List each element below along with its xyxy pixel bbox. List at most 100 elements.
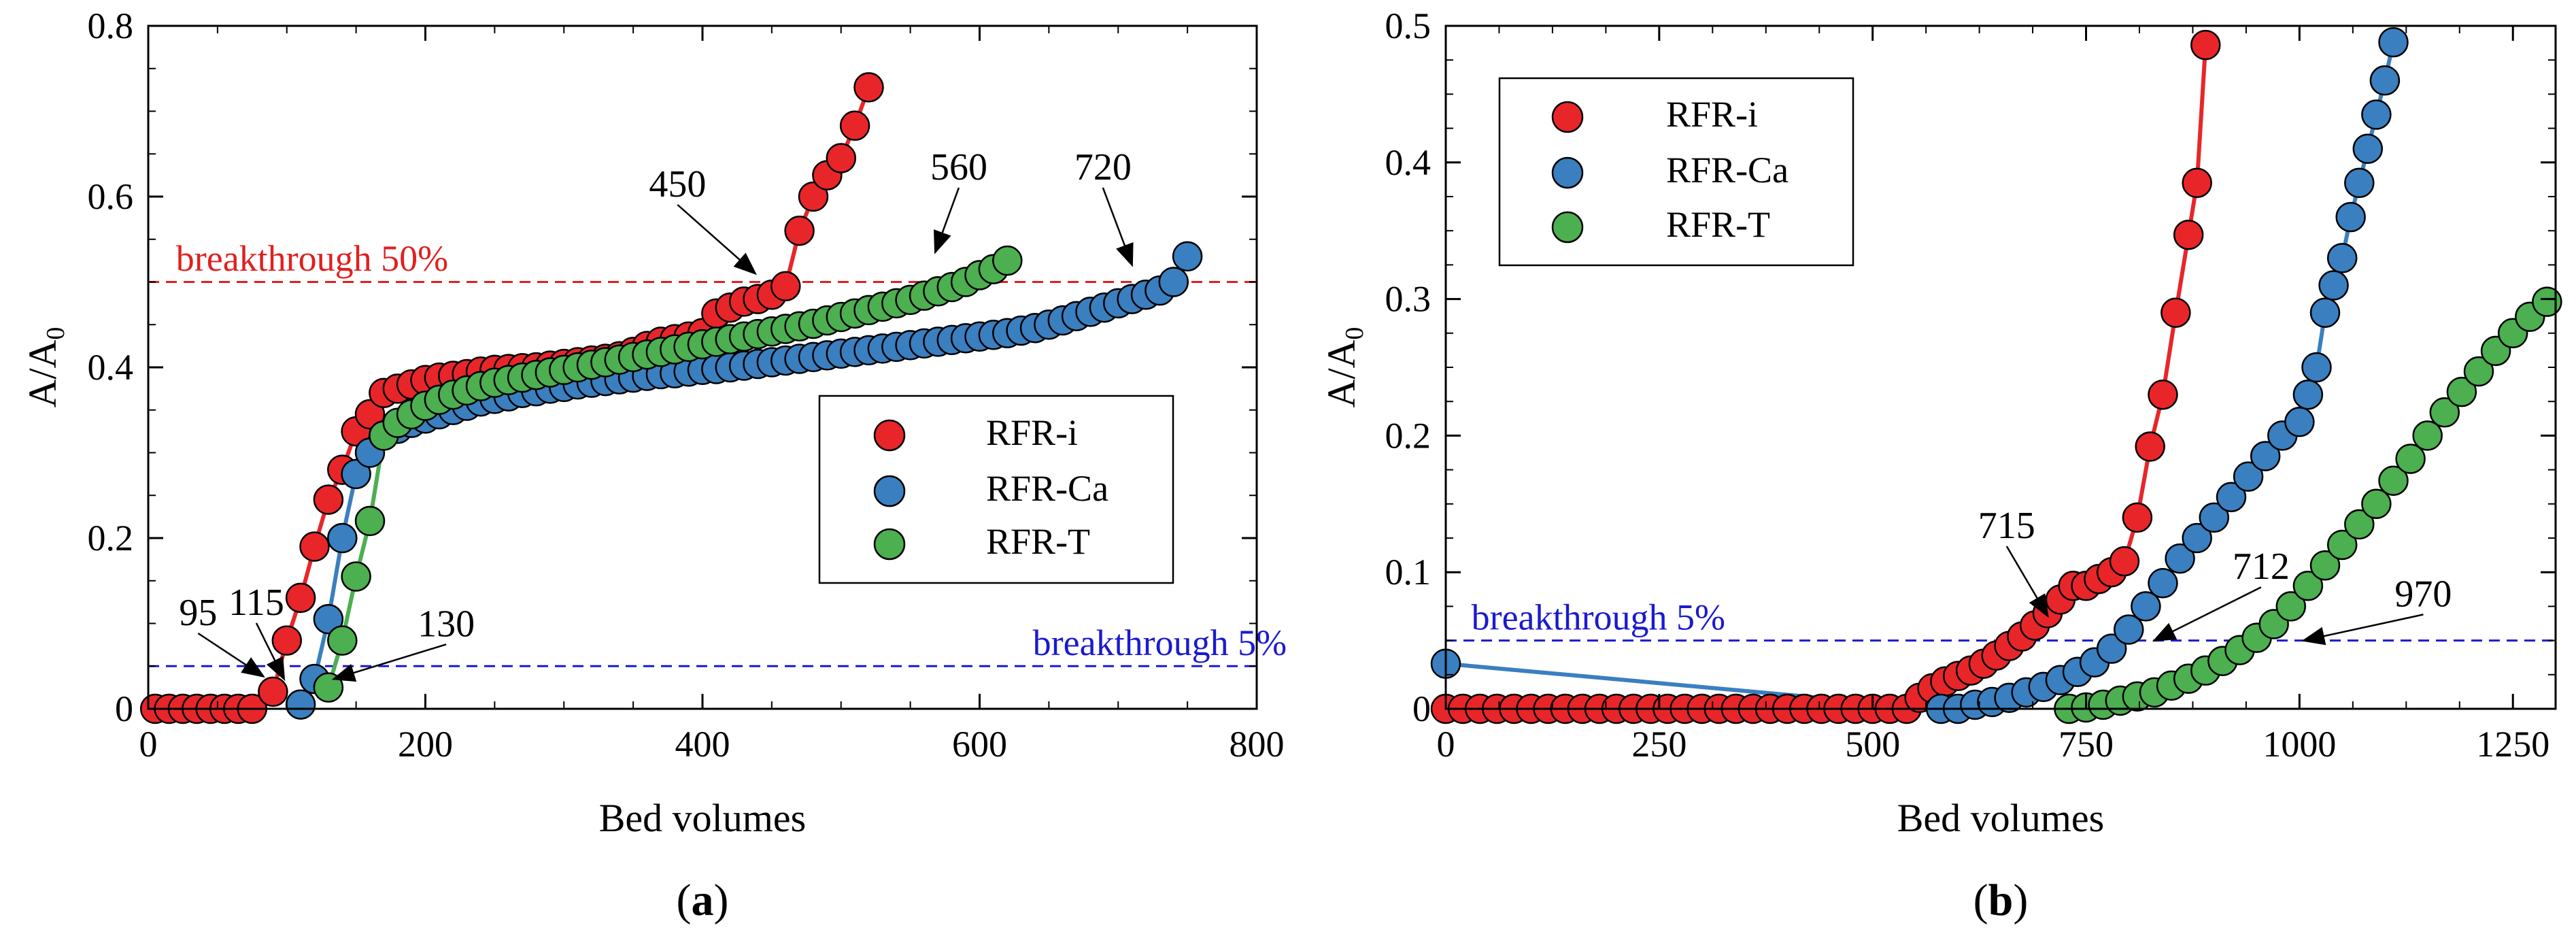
y-tick-label-b-2: 0.2: [1385, 415, 1431, 456]
annotation-label-b-1: 712: [2233, 546, 2290, 588]
annotation-label-b-0: 715: [1978, 505, 2035, 547]
data-point-rfr-i-a-49: [826, 143, 857, 173]
data-point-rfr-ca-b-13: [2131, 591, 2161, 622]
data-point-rfr-ca-b-20: [2250, 441, 2281, 471]
data-point-rfr-i-b-47: [2148, 379, 2178, 410]
annotation-arrow-b-0: [2005, 546, 2049, 618]
y-axis-label-sub-a: 0: [41, 327, 70, 340]
x-tick-label-b-3: 750: [2058, 724, 2114, 765]
data-point-rfr-t-b-19: [2378, 465, 2409, 496]
x-tick-label-b-5: 1250: [2476, 724, 2549, 765]
annotation-arrow-a-3: [677, 204, 757, 275]
x-axis-label-b: Bed volumes: [1897, 796, 2104, 840]
y-tick-label-b-1: 0.1: [1385, 552, 1431, 592]
data-point-rfr-ca-b-31: [2361, 99, 2392, 130]
y-tick-label-b-0: 0: [1412, 688, 1431, 729]
y-tick-label-b-3: 0.3: [1385, 279, 1431, 320]
y-tick-label-a-0: 0: [115, 688, 133, 729]
x-tick-label-b-2: 500: [1845, 724, 1900, 765]
data-point-rfr-ca-a-0: [285, 689, 316, 720]
data-point-rfr-i-a-12: [313, 484, 344, 515]
annotation-label-a-4: 560: [930, 146, 987, 188]
annotation-label-a-2: 130: [418, 603, 475, 645]
data-point-rfr-i-a-50: [839, 110, 870, 141]
legend-a: RFR-i RFR-Ca RFR-T: [818, 395, 1174, 584]
data-point-rfr-ca-a-63: [1158, 267, 1189, 297]
reference-label-a-1: breakthrough 5%: [1033, 622, 1287, 663]
data-point-rfr-t-b-23: [2446, 376, 2477, 407]
legend-entry-rfr-ca-a: RFR-Ca: [873, 468, 1108, 509]
data-point-rfr-i-b-44: [2109, 546, 2140, 577]
data-point-rfr-i-a-15: [354, 399, 386, 430]
data-point-rfr-ca-b-18: [2216, 482, 2247, 513]
data-point-rfr-i-a-51: [853, 72, 884, 103]
data-point-rfr-t-b-24: [2463, 356, 2494, 387]
data-point-rfr-ca-b-11: [2096, 633, 2127, 664]
data-point-rfr-t-b-17: [2344, 509, 2375, 540]
annotation-arrow-a-0: [197, 632, 265, 678]
data-point-rfr-ca-b-27: [2326, 243, 2358, 273]
data-point-rfr-ca-b-24: [2301, 352, 2332, 383]
data-point-rfr-ca-b-25: [2309, 297, 2341, 328]
legend-entry-rfr-ca-b: RFR-Ca: [1551, 150, 1789, 190]
data-point-rfr-t-b-18: [2361, 488, 2392, 520]
y-tick-label-a-4: 0.8: [88, 5, 134, 46]
annotation-label-a-3: 450: [649, 163, 706, 205]
y-axis-label-sub-b: 0: [1340, 327, 1369, 340]
panel-letter-b: b: [1988, 875, 2014, 925]
data-point-rfr-t-b-21: [2412, 420, 2443, 451]
x-tick-label-a-3: 600: [952, 724, 1007, 765]
legend-marker-rfr-ca-b: [1551, 156, 1584, 189]
annotation-label-a-1: 115: [228, 582, 284, 624]
y-axis-label-b: A/A0: [1319, 327, 1369, 408]
legend-marker-rfr-t-b: [1551, 211, 1584, 244]
y-tick-label-a-2: 0.4: [88, 347, 134, 388]
annotation-label-b-2: 970: [2394, 573, 2452, 615]
legend-entry-rfr-t-b: RFR-T: [1551, 204, 1770, 245]
legend-label-rfr-t-a: RFR-T: [986, 521, 1090, 562]
data-point-rfr-ca-a-3: [327, 522, 358, 554]
data-point-rfr-i-b-48: [2160, 297, 2191, 328]
x-axis-label-a: Bed volumes: [599, 796, 806, 840]
legend-label-rfr-t-b: RFR-T: [1666, 204, 1770, 245]
x-tick-label-a-1: 200: [398, 724, 453, 765]
data-point-rfr-ca-a-2: [313, 603, 344, 635]
data-point-rfr-t-a-49: [992, 245, 1023, 276]
annotation-arrow-a-5: [1102, 187, 1134, 267]
y-tick-label-b-4: 0.4: [1385, 142, 1431, 183]
data-point-rfr-ca-a-64: [1172, 241, 1203, 272]
y-axis-label-a: A/A0: [20, 327, 70, 408]
data-point-rfr-ca-b-26: [2318, 270, 2349, 301]
data-point-rfr-ca-a-4: [341, 458, 371, 490]
data-point-rfr-ca-b-15: [2165, 543, 2195, 574]
panel-letter-a: a: [692, 875, 714, 925]
data-point-rfr-i-a-10: [285, 582, 316, 614]
legend-entry-rfr-i-b: RFR-i: [1551, 94, 1758, 135]
legend-marker-rfr-i-b: [1551, 101, 1584, 133]
reference-label-b-0: breakthrough 5%: [1472, 597, 1725, 638]
y-axis-label-main-a: A/A: [20, 339, 65, 407]
data-point-rfr-i-b-50: [2182, 167, 2212, 199]
panel-label-b: (b): [1973, 875, 2029, 925]
data-point-rfr-i-a-8: [258, 676, 288, 707]
data-point-rfr-ca-b-29: [2344, 167, 2375, 199]
x-tick-label-a-4: 800: [1230, 724, 1285, 765]
data-point-rfr-i-a-45: [770, 271, 801, 302]
annotation-label-a-0: 95: [179, 592, 217, 634]
data-point-rfr-t-a-2: [341, 561, 371, 592]
data-point-rfr-i-a-11: [299, 531, 330, 562]
data-point-rfr-ca-b-17: [2199, 502, 2230, 533]
data-point-rfr-ca-b-12: [2114, 614, 2144, 645]
legend-marker-rfr-ca-a: [873, 475, 906, 507]
annotation-arrow-a-1: [255, 622, 286, 682]
data-point-rfr-ca-b-33: [2378, 27, 2409, 58]
legend-label-rfr-ca-a: RFR-Ca: [986, 468, 1108, 509]
data-point-rfr-ca-b-30: [2352, 133, 2384, 164]
reference-label-a-0: breakthrough 50%: [176, 238, 448, 279]
data-point-rfr-ca-b-32: [2369, 65, 2401, 96]
data-point-rfr-i-b-45: [2122, 502, 2153, 533]
data-point-rfr-i-a-47: [798, 181, 829, 212]
data-point-rfr-ca-b-19: [2233, 461, 2264, 492]
legend-b: RFR-i RFR-Ca RFR-T: [1498, 77, 1854, 267]
